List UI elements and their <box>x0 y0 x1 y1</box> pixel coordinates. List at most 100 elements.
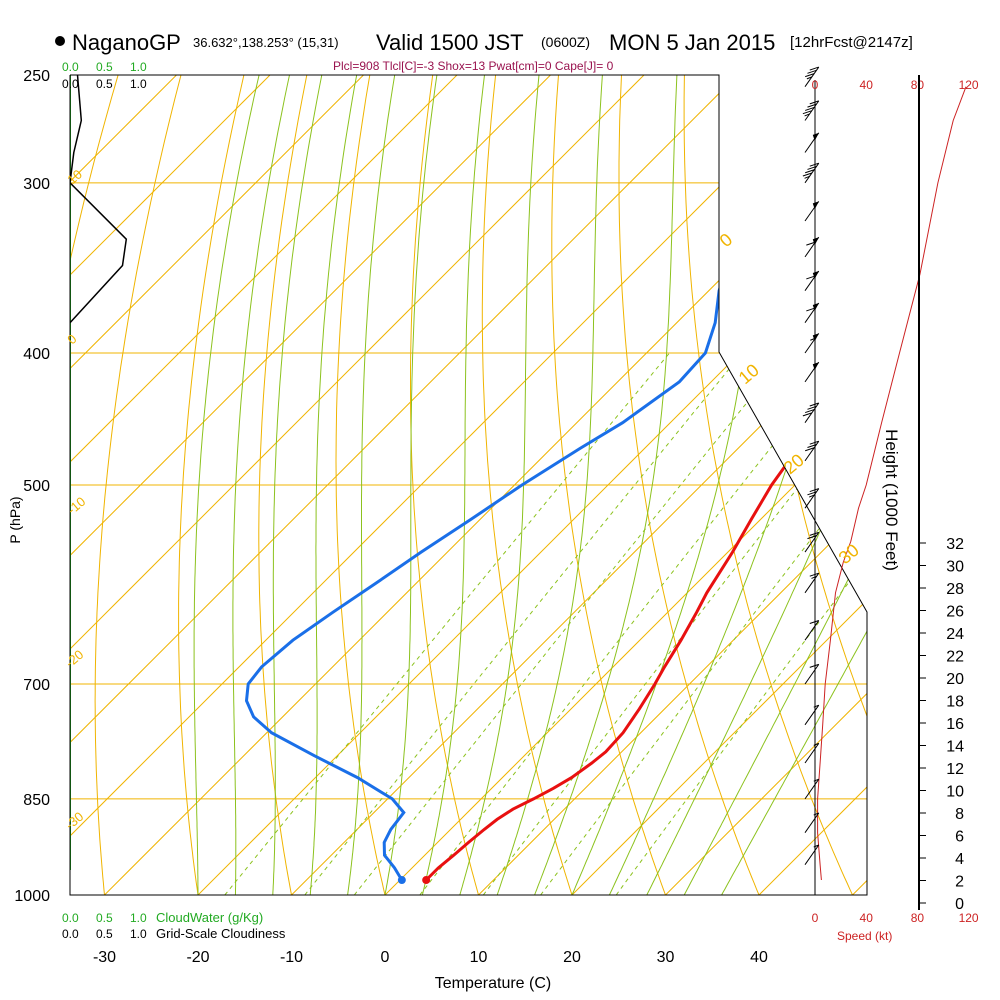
wind-barb-feather <box>809 531 819 536</box>
wind-barb-feather <box>807 69 817 74</box>
station-bullet-icon <box>55 36 65 46</box>
moist-adiabat-line <box>309 75 358 895</box>
wind-barb-feather <box>802 110 813 115</box>
cloudiness-profile <box>70 75 128 324</box>
wind-speed-tick-top: 80 <box>911 78 925 92</box>
station-name: NaganoGP <box>72 30 181 55</box>
height-tick-label: 16 <box>946 716 964 733</box>
wind-speed-tick-bottom: 80 <box>911 911 925 925</box>
dry-adiabat-line <box>551 75 666 895</box>
isotherm-line <box>291 75 867 895</box>
isotherm-line <box>70 75 832 895</box>
wind-barb-feather <box>807 443 817 448</box>
wind-barb-half-feather <box>813 844 819 848</box>
dry-adiabat-line <box>481 75 573 895</box>
cloudiness-scale-top-tick: 1.0 <box>130 77 147 91</box>
wind-barb <box>804 132 820 153</box>
x-axis-title: Temperature (C) <box>435 975 551 992</box>
dry-adiabat-label: -20 <box>62 647 86 671</box>
wind-barb-feather <box>809 620 819 625</box>
wind-speed-tick-bottom: 120 <box>959 911 979 925</box>
temperature-axis: -30 -20 -10 0 10 20 30 40 <box>93 949 768 966</box>
dry-adiabat-label: -30 <box>62 809 86 833</box>
moist-adiabat-line <box>646 75 867 895</box>
wind-barb-feather <box>809 100 819 105</box>
pressure-tick-label: 300 <box>23 176 50 193</box>
height-tick-label: 6 <box>955 829 964 846</box>
mixing-ratio-label: 12 <box>543 905 557 920</box>
temperature-tick-label: 30 <box>657 949 675 966</box>
height-tick-label: 24 <box>946 626 964 643</box>
wind-barb-pennant <box>812 201 819 210</box>
mixing-ratio-label: 3 <box>357 905 364 920</box>
indices-line: Plcl=908 Tlcl[C]=-3 Shox=13 Pwat[cm]=0 C… <box>333 59 614 73</box>
cloud-scales: 0.0 0.0 0.0 0.0 0.5 0.5 0.5 0.5 1.0 1.0 1.0 1.0 Clou… <box>62 60 286 941</box>
moist-adiabat-line <box>272 75 323 895</box>
wind-barb-staff <box>804 743 820 764</box>
wind-barb-half-feather <box>808 494 815 498</box>
surface-temperature-dot <box>422 876 431 885</box>
height-tick-label: 8 <box>955 806 964 823</box>
temperature-tick-label: 40 <box>750 949 768 966</box>
mixing-ratio-line <box>419 352 847 895</box>
mixing-ratio-line <box>353 352 788 895</box>
isotherm-line <box>70 75 364 895</box>
wind-barb <box>804 572 820 594</box>
cloudiness-scale-bottom-tick: 0.0 <box>62 927 79 941</box>
wind-barb-half-feather <box>813 778 819 782</box>
pressure-tick-label: 850 <box>23 792 50 809</box>
moist-adiabat-line <box>232 75 290 895</box>
wind-barb-feather <box>807 535 817 540</box>
isotherm-line <box>478 75 867 895</box>
grid-lines: 1 2 3 5 8 12 20 <box>70 75 867 920</box>
valid-zulu: (0600Z) <box>541 34 590 50</box>
wind-barb-half-feather <box>804 113 810 117</box>
temperature-tick-label: -20 <box>186 949 209 966</box>
wind-barb-pennant <box>812 303 819 312</box>
wind-barb-pennant <box>812 237 819 246</box>
cloudiness-scale-label: Grid-Scale Cloudiness <box>156 926 286 941</box>
wind-barb-feather <box>809 440 819 445</box>
cloudiness-scale-bottom-tick: 0.5 <box>96 927 113 941</box>
isotherm-line <box>70 75 645 895</box>
mixing-ratio-label: 8 <box>486 905 493 920</box>
pressure-tick-label: 250 <box>23 68 50 85</box>
isotherm-line <box>70 75 551 895</box>
height-tick-label: 4 <box>955 851 964 868</box>
dry-adiabat-label: 20 <box>780 450 808 478</box>
wind-barb <box>804 663 820 685</box>
height-tick-label: 10 <box>946 784 964 801</box>
wind-barb <box>804 620 820 641</box>
mixing-ratio-label: 20 <box>619 905 633 920</box>
dry-adiabat-line <box>258 75 308 895</box>
wind-barb-feather <box>805 409 815 414</box>
height-tick-label: 20 <box>946 671 964 688</box>
pressure-tick-label: 700 <box>23 677 50 694</box>
wind-barb-half-feather <box>811 575 817 579</box>
temperature-tick-label: -10 <box>280 949 303 966</box>
height-tick-label: 32 <box>946 536 964 553</box>
wind-speed-tick-top: 120 <box>959 78 979 92</box>
height-tick-label: 30 <box>946 559 964 576</box>
wind-barb-staff <box>804 488 820 509</box>
dry-adiabat-line <box>178 75 245 895</box>
wind-barb-staff <box>804 704 820 726</box>
height-tick-label: 14 <box>946 739 964 756</box>
dry-adiabat-label: 10 <box>735 360 763 388</box>
wind-barb-feather <box>807 165 817 170</box>
wind-barb-half-feather <box>813 812 819 816</box>
height-tick-label: 22 <box>946 649 964 666</box>
wind-barb-half-feather <box>806 76 813 80</box>
wind-barb-feather <box>809 572 819 577</box>
wind-barb-half-feather <box>813 704 819 708</box>
wind-barb-feather <box>806 275 816 280</box>
cloudiness-scale-top-tick: 0.0 <box>62 77 79 91</box>
height-tick-label: 26 <box>946 604 964 621</box>
wind-barb-feather <box>809 66 819 71</box>
pressure-axis: 250 300 400 500 700 850 1000 <box>14 68 50 905</box>
wind-barb-feather <box>805 169 815 174</box>
moist-adiabat-line <box>193 75 260 895</box>
dry-adiabat-line <box>683 75 853 895</box>
height-tick-label: 28 <box>946 581 964 598</box>
